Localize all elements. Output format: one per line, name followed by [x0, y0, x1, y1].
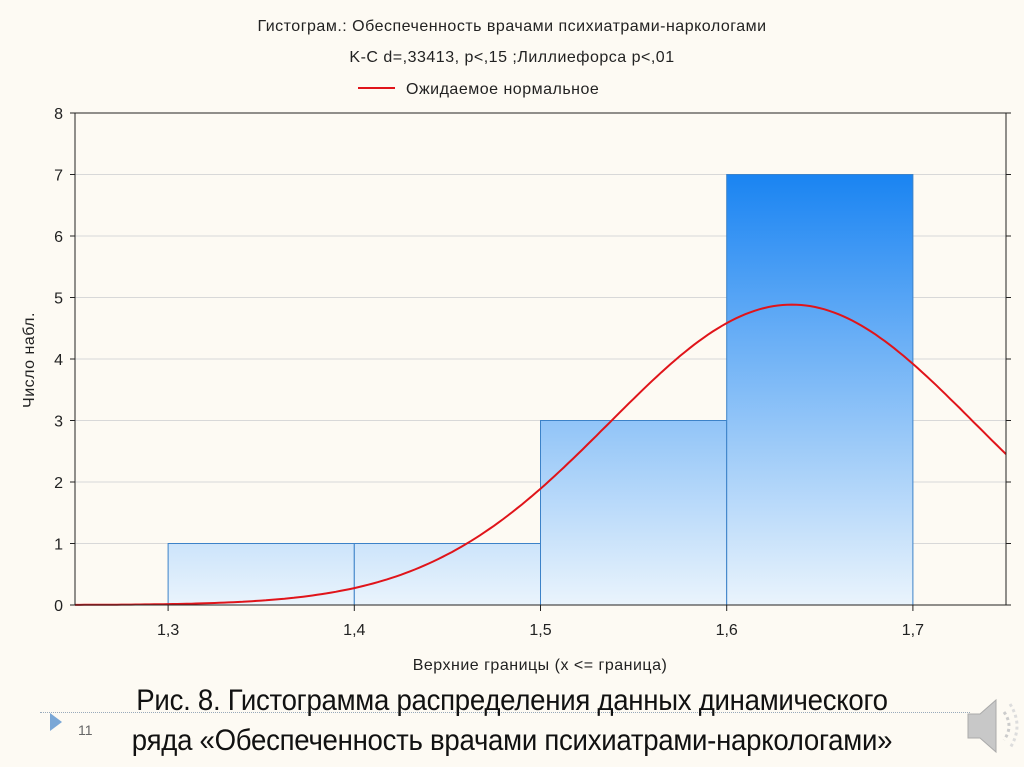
x-axis-label: Верхние границы (x <= граница) — [413, 657, 668, 674]
histogram-bar — [540, 420, 728, 606]
histogram-bar — [353, 543, 541, 606]
figure-caption-line1: Рис. 8. Гистограмма распределения данных… — [136, 684, 888, 717]
play-icon[interactable] — [50, 713, 62, 731]
y-axis-label: Число набл. — [21, 312, 38, 408]
normal-curve — [75, 303, 1007, 606]
figure-caption-line2: ряда «Обеспеченность врачами психиатрами… — [131, 724, 893, 757]
speaker-icon[interactable] — [962, 690, 1022, 760]
x-tick-label: 1,6 — [716, 622, 738, 639]
legend-label: Ожидаемое нормальное — [406, 81, 599, 98]
chart-title: Гистограм.: Обеспеченность врачами психи… — [257, 18, 766, 35]
y-tick-label: 1 — [54, 537, 63, 554]
y-tick-label: 3 — [54, 414, 63, 431]
x-tick-label: 1,5 — [529, 622, 551, 639]
chart-subtitle: K-C d=,33413, p<,15 ;Лиллиефорса p<,01 — [349, 49, 674, 66]
x-tick-label: 1,7 — [902, 622, 924, 639]
page-number: 11 — [78, 722, 93, 738]
y-tick-label: 5 — [54, 291, 63, 308]
y-tick-label: 6 — [54, 229, 63, 246]
y-tick-label: 4 — [54, 352, 63, 369]
y-tick-label: 2 — [54, 475, 63, 492]
histogram-bar — [726, 174, 914, 606]
y-tick-label: 7 — [54, 168, 63, 185]
y-tick-label: 0 — [54, 598, 63, 615]
x-tick-label: 1,3 — [157, 622, 179, 639]
y-tick-label: 8 — [54, 106, 63, 123]
x-tick-label: 1,4 — [343, 622, 365, 639]
slide-divider — [40, 712, 970, 713]
histogram-bar — [167, 543, 355, 606]
histogram-chart: Гистограм.: Обеспеченность врачами психи… — [21, 18, 1011, 674]
